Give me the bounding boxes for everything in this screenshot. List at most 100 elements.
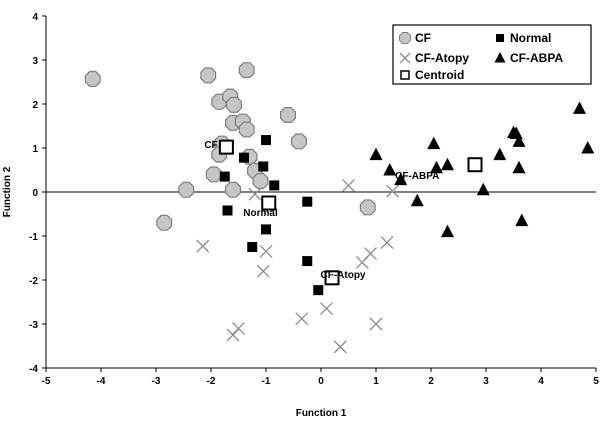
cf-abpa-point: [441, 157, 454, 171]
cf-abpa-point: [512, 160, 526, 174]
cf-atopy-point: [256, 264, 270, 278]
y-tick-label: -2: [29, 276, 38, 287]
series-cf-atopy: [196, 178, 399, 354]
y-tick-label: -4: [29, 364, 38, 375]
legend-label: CF: [415, 31, 431, 45]
y-tick-label: 4: [32, 12, 38, 23]
normal-point: [258, 161, 269, 172]
cf-atopy-point: [320, 302, 333, 316]
legend-item: CF: [399, 31, 431, 45]
legend-label: CF-Atopy: [415, 51, 469, 65]
y-axis-title: Function 2: [2, 166, 13, 217]
cf-atopy-point: [364, 247, 377, 261]
cf-abpa-point: [427, 136, 441, 150]
cf-abpa-point: [383, 163, 397, 176]
normal-point: [222, 205, 233, 216]
legend-swatch: [399, 52, 411, 64]
series-normal: [219, 135, 324, 296]
cf-atopy-point: [196, 239, 210, 253]
cf-atopy-point: [369, 317, 383, 331]
cf-point: [205, 166, 222, 183]
legend-swatch: [400, 70, 410, 80]
cf-abpa-point: [394, 172, 408, 186]
centroid-point: [218, 139, 234, 155]
normal-point: [302, 196, 313, 207]
legend-label: Normal: [510, 31, 551, 45]
y-tick-label: -3: [29, 320, 38, 331]
cf-atopy-point: [342, 178, 355, 192]
x-tick-label: 1: [373, 376, 379, 387]
series-centroid: [218, 139, 483, 286]
cf-point: [359, 199, 376, 216]
legend-swatch: [496, 34, 504, 42]
cf-point: [238, 121, 255, 138]
legend-item: Normal: [496, 31, 551, 45]
cf-atopy-point: [226, 328, 240, 342]
legend-label: CF-ABPA: [510, 51, 563, 65]
normal-point: [239, 152, 249, 163]
legend-item: CF-Atopy: [399, 51, 469, 65]
cf-atopy-point: [232, 321, 245, 335]
normal-point: [269, 180, 280, 191]
cf-abpa-point: [573, 101, 586, 114]
normal-point: [313, 285, 324, 296]
centroid-label: CF: [204, 140, 217, 151]
x-tick-label: 3: [483, 376, 489, 387]
cf-point: [226, 96, 243, 113]
x-tick-label: -3: [152, 376, 161, 387]
cf-point: [84, 70, 101, 87]
cf-point: [225, 181, 241, 198]
centroid-labels: CF Normal CF-Atopy CF-ABPA: [204, 140, 439, 281]
data-points: [84, 62, 595, 354]
legend-box: [392, 24, 592, 85]
x-tick-label: -1: [262, 376, 271, 387]
x-tick-label: -5: [42, 376, 51, 387]
legend-swatch: [399, 32, 411, 44]
cf-point: [291, 133, 307, 150]
series-cf: [84, 62, 376, 231]
cf-point: [178, 181, 195, 198]
y-tick-label: -1: [29, 232, 38, 243]
x-axis-title: Function 1: [296, 408, 347, 419]
series-cf-abpa: [369, 101, 595, 238]
cf-point: [252, 173, 269, 189]
x-tick-label: 4: [538, 376, 544, 387]
cf-point: [156, 214, 173, 231]
cf-atopy-point: [386, 184, 399, 198]
centroid-point: [467, 157, 483, 173]
normal-point: [261, 135, 271, 146]
y-tick-label: 1: [32, 144, 38, 155]
cf-abpa-point: [476, 182, 490, 196]
x-tick-label: 5: [593, 376, 599, 387]
centroid-label: Normal: [243, 208, 278, 219]
legend-item: Centroid: [400, 68, 464, 82]
cf-atopy-point: [295, 312, 309, 326]
centroid-label: CF-ABPA: [395, 171, 439, 182]
cf-point: [200, 67, 217, 84]
cf-atopy-point: [333, 340, 347, 354]
cf-abpa-point: [441, 224, 454, 238]
cf-abpa-point: [410, 193, 424, 207]
cf-atopy-point: [248, 187, 262, 201]
x-tick-label: -2: [207, 376, 216, 387]
cf-atopy-point: [259, 244, 273, 258]
cf-abpa-point: [430, 160, 443, 174]
y-tick-label: 3: [32, 56, 38, 67]
legend: CF Normal CF-Atopy CF-ABPA Centroid: [392, 24, 592, 85]
legend-item: CF-ABPA: [494, 51, 563, 65]
cf-abpa-point: [515, 213, 529, 227]
normal-point: [261, 224, 271, 235]
ticks: -5 -4 -3 -2 -1 0 1 2 3 4 5 4 3 2 1 0 -1 -2 -3 -4: [29, 12, 599, 387]
x-tick-label: 0: [318, 376, 324, 387]
centroid-point: [324, 270, 340, 286]
centroid-point: [261, 195, 277, 211]
normal-point: [302, 256, 313, 267]
x-tick-label: 2: [428, 376, 434, 387]
cf-abpa-point: [369, 147, 383, 161]
cf-atopy-point: [380, 236, 394, 250]
legend-swatch: [494, 52, 506, 63]
cf-abpa-point: [493, 147, 507, 161]
cf-abpa-point: [512, 134, 526, 147]
cf-abpa-point: [581, 141, 595, 154]
